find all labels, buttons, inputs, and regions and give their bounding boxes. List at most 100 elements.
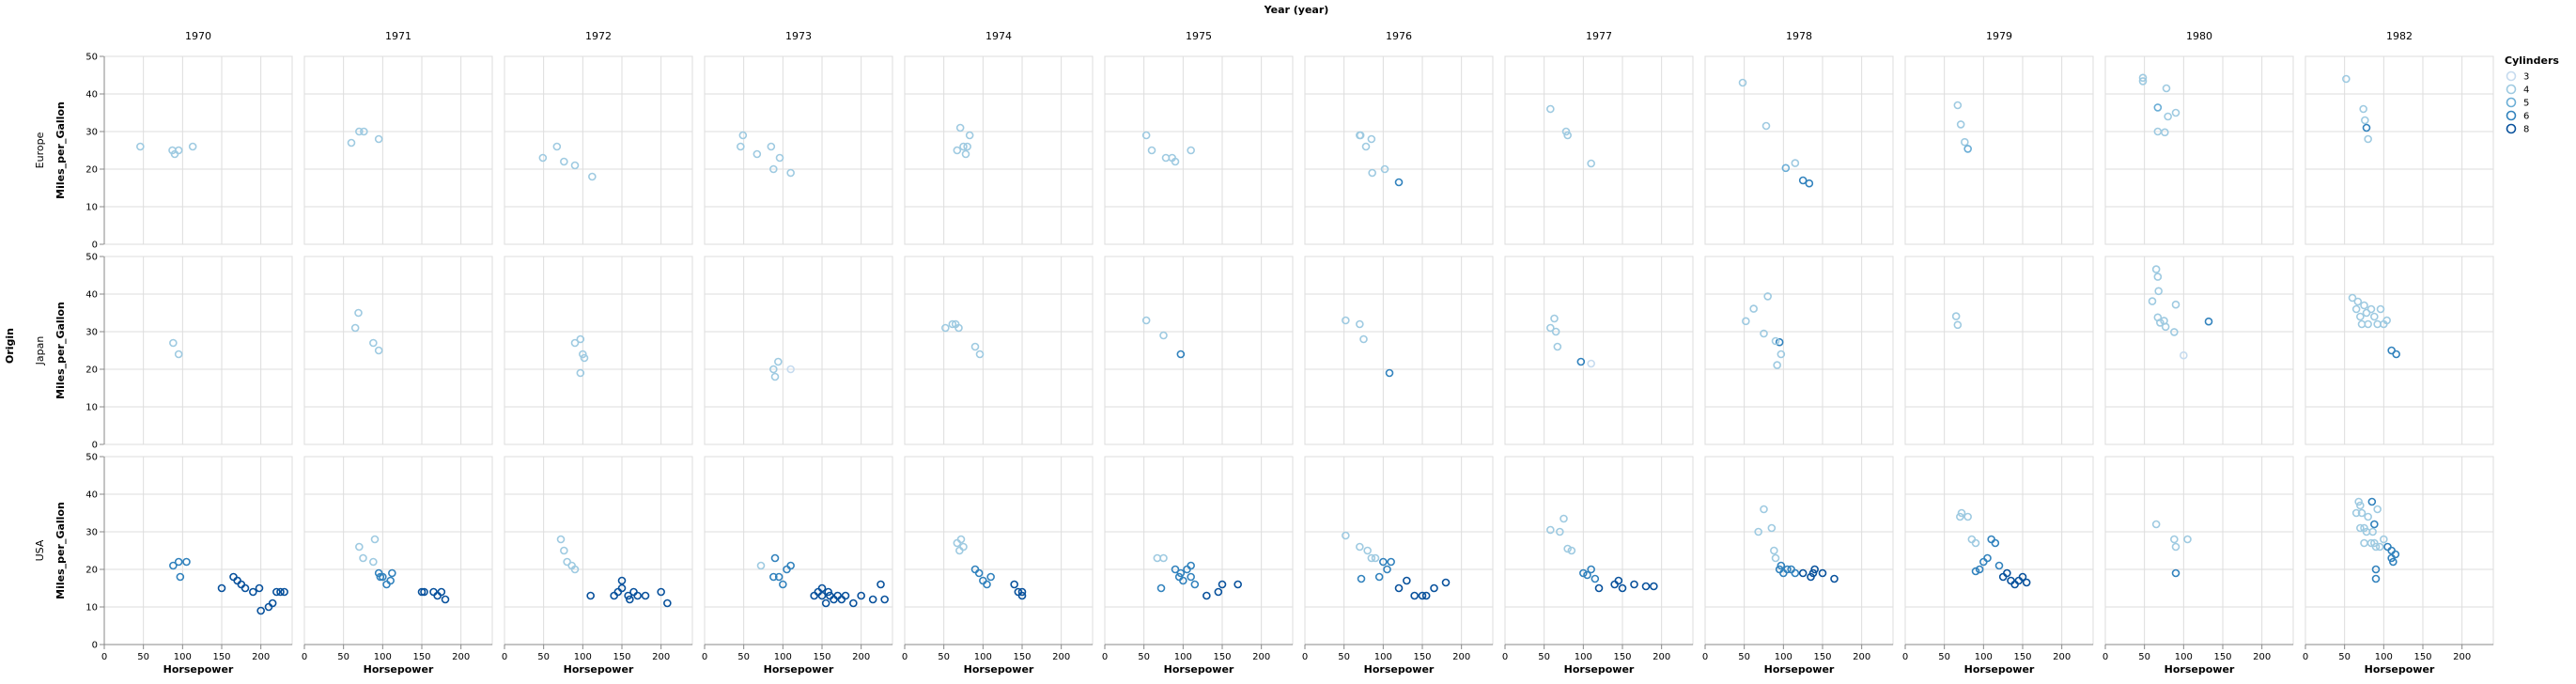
- data-point: [1179, 576, 1187, 585]
- x-tick-label: 0: [902, 652, 908, 662]
- data-point: [954, 323, 963, 333]
- y-tick-label: 50: [85, 253, 98, 263]
- data-point: [1587, 159, 1595, 168]
- x-tick-label: 0: [302, 652, 307, 662]
- x-tick-label: 100: [1775, 652, 1792, 662]
- data-point: [1967, 535, 1977, 544]
- data-point: [753, 149, 762, 159]
- data-point: [2373, 505, 2382, 514]
- data-point: [857, 591, 865, 600]
- x-tick-label: 200: [652, 652, 670, 662]
- data-point: [2151, 265, 2161, 273]
- data-point: [1203, 591, 1211, 600]
- data-point: [2367, 304, 2376, 314]
- data-point: [1010, 580, 1018, 589]
- data-point: [941, 323, 950, 333]
- legend-symbol-3: [2506, 70, 2517, 82]
- grid: [704, 55, 892, 245]
- panel-frame: [303, 256, 493, 445]
- panel-frame: [2304, 55, 2494, 245]
- data-point: [350, 323, 360, 333]
- x-tick-label: 150: [1613, 652, 1631, 662]
- data-point: [769, 164, 778, 174]
- grid: [1304, 55, 1493, 245]
- origin-header-japan: Japan: [34, 336, 46, 366]
- x-tick-label: 100: [974, 652, 992, 662]
- data-point: [767, 142, 776, 151]
- data-point: [1394, 178, 1404, 187]
- data-point: [1953, 320, 1963, 330]
- data-point: [2375, 542, 2384, 552]
- grid: [1504, 256, 1693, 445]
- data-point: [2171, 300, 2180, 309]
- data-point: [268, 598, 277, 608]
- data-point: [429, 587, 438, 597]
- data-point: [1614, 576, 1623, 585]
- x-tick-label: 0: [1702, 652, 1708, 662]
- x-tick-label: 150: [1013, 652, 1031, 662]
- data-point: [2361, 116, 2369, 125]
- data-point: [2003, 568, 2011, 578]
- data-point: [579, 350, 587, 359]
- y-tick-label: 0: [92, 641, 98, 651]
- data-point: [2164, 112, 2172, 121]
- data-point: [1357, 574, 1366, 583]
- data-point: [880, 595, 889, 604]
- grid: [704, 256, 892, 445]
- data-point: [1956, 120, 1965, 129]
- grid: [1904, 256, 2093, 445]
- data-point: [2014, 576, 2024, 585]
- data-point: [2010, 580, 2019, 589]
- data-point: [814, 587, 823, 597]
- grid: [1104, 456, 1293, 645]
- data-point: [176, 572, 185, 582]
- y-tick-label: 30: [85, 128, 98, 138]
- panel-frame: [1304, 55, 1494, 245]
- grid: [303, 256, 492, 445]
- facet-panels: 1970 1971 1972 1973 1974 1975 1976 1977 1978 1979…: [34, 30, 2494, 676]
- data-point: [1791, 568, 1800, 578]
- data-point: [663, 598, 672, 608]
- x-tick-label: 100: [574, 652, 592, 662]
- x-tick-label: 0: [2303, 652, 2308, 662]
- data-point: [1394, 583, 1404, 593]
- data-point: [965, 131, 974, 140]
- y-tick-label: 10: [85, 603, 98, 614]
- data-point: [2138, 73, 2148, 83]
- panel-usa-1980: 0 50 100 150 200 Horsepower: [2103, 456, 2294, 676]
- panel-europe-1973: [704, 55, 893, 245]
- y-axis-title: Miles_per_Gallon: [54, 101, 67, 199]
- grid: [904, 456, 1093, 645]
- panel-europe-1982: [2304, 55, 2494, 245]
- data-point: [1754, 527, 1762, 536]
- data-point: [1956, 512, 1964, 521]
- x-tick-label: 150: [1413, 652, 1431, 662]
- data-point: [1773, 361, 1781, 369]
- grid: [2304, 456, 2493, 645]
- data-point: [2161, 322, 2170, 332]
- grid: [1304, 456, 1493, 645]
- data-point: [1630, 580, 1638, 589]
- panel-frame: [704, 256, 893, 445]
- panel-frame: [704, 55, 893, 245]
- data-point: [437, 587, 446, 597]
- data-point: [376, 572, 385, 582]
- data-point: [626, 595, 634, 604]
- x-tick-label: 0: [1102, 652, 1108, 662]
- data-point: [2018, 572, 2027, 582]
- data-point: [810, 591, 818, 600]
- x-axis-title: Horsepower: [764, 663, 834, 676]
- data-point: [1171, 157, 1180, 166]
- data-point: [786, 168, 795, 178]
- data-point: [877, 580, 885, 589]
- data-point: [2371, 574, 2381, 583]
- y-tick-label: 50: [85, 453, 98, 463]
- data-point: [217, 583, 226, 593]
- y-tick-label: 10: [85, 203, 98, 213]
- panel-frame: [303, 456, 493, 645]
- data-point: [2376, 304, 2385, 314]
- data-point: [959, 142, 968, 151]
- panel-frame: [1104, 256, 1294, 445]
- data-point: [1994, 561, 2004, 570]
